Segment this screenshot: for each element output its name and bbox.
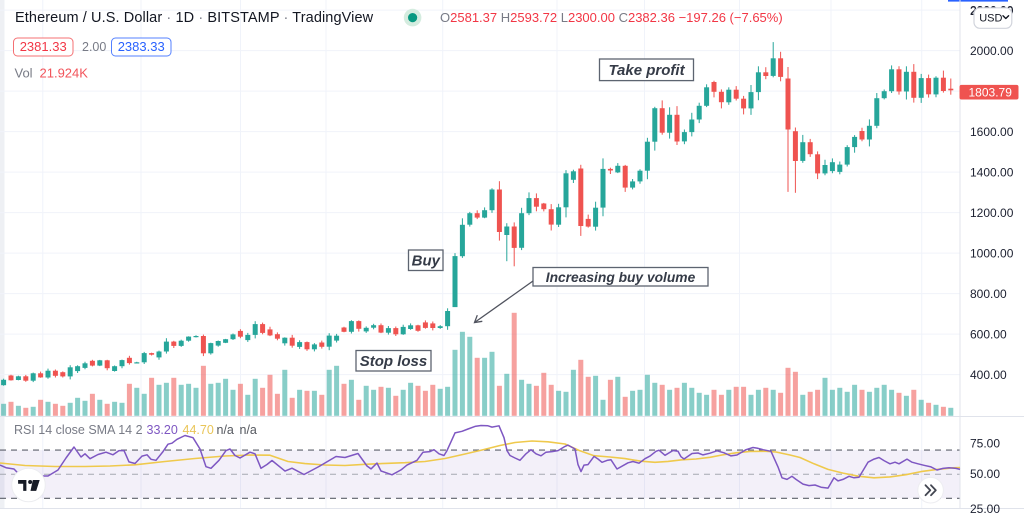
svg-text:RSI 14 close SMA 14 2: RSI 14 close SMA 14 2 <box>14 423 143 437</box>
svg-text:Stop loss: Stop loss <box>360 353 428 370</box>
svg-text:2000.00: 2000.00 <box>970 44 1014 58</box>
svg-text:1400.00: 1400.00 <box>970 166 1014 180</box>
svg-text:50.00: 50.00 <box>970 467 1000 481</box>
svg-text:USD: USD <box>979 13 1002 25</box>
svg-text:n/a: n/a <box>240 423 257 437</box>
svg-text:2383.33: 2383.33 <box>118 39 165 54</box>
svg-text:2.00: 2.00 <box>82 40 106 54</box>
svg-text:Ethereum / U.S. Dollar · 1D ·: Ethereum / U.S. Dollar · 1D · BITSTAMP ·… <box>15 10 374 26</box>
svg-text:600.00: 600.00 <box>970 328 1007 342</box>
svg-text:400.00: 400.00 <box>970 368 1007 382</box>
svg-text:800.00: 800.00 <box>970 287 1007 301</box>
svg-text:1600.00: 1600.00 <box>970 125 1014 139</box>
svg-text:1200.00: 1200.00 <box>970 206 1014 220</box>
svg-text:1000.00: 1000.00 <box>970 247 1014 261</box>
svg-text:75.00: 75.00 <box>970 436 1000 450</box>
svg-text:O2581.37 H2593.72 L2300.00 C23: O2581.37 H2593.72 L2300.00 C2382.36 −197… <box>440 10 783 25</box>
svg-text:Increasing buy volume: Increasing buy volume <box>546 270 696 285</box>
svg-text:2381.33: 2381.33 <box>20 39 67 54</box>
svg-text:33.20: 33.20 <box>147 423 178 437</box>
svg-text:21.924K: 21.924K <box>40 66 89 81</box>
svg-text:25.00: 25.00 <box>970 502 1000 514</box>
svg-text:Vol: Vol <box>15 66 33 81</box>
svg-text:Take profit: Take profit <box>608 62 685 79</box>
svg-text:n/a: n/a <box>217 423 234 437</box>
svg-text:Buy: Buy <box>412 252 441 269</box>
svg-text:1803.79: 1803.79 <box>969 86 1013 100</box>
svg-text:44.70: 44.70 <box>183 423 214 437</box>
